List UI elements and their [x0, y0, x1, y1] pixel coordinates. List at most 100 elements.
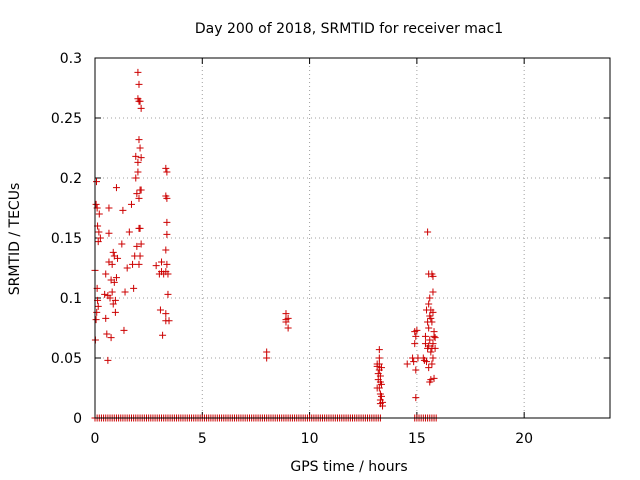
data-points — [91, 68, 439, 410]
x-tick-label: 15 — [408, 431, 426, 447]
data-point — [425, 300, 433, 308]
data-point — [375, 346, 383, 354]
data-point — [284, 314, 292, 322]
data-point — [429, 340, 437, 348]
data-point — [135, 260, 143, 268]
x-tick-label: 20 — [515, 431, 533, 447]
data-point — [125, 228, 133, 236]
data-point — [132, 174, 140, 182]
data-point — [282, 310, 290, 318]
data-point — [137, 186, 145, 194]
axes: 0 0.05 0.1 0.15 0.2 0.25 0.3 0 5 10 15 20 — [51, 51, 610, 447]
data-point — [92, 200, 100, 208]
data-point — [120, 326, 128, 334]
plot-area-frame — [94, 57, 611, 419]
data-point — [159, 331, 167, 339]
data-point — [412, 332, 420, 340]
data-point — [413, 326, 421, 334]
data-point — [109, 248, 117, 256]
data-point — [137, 104, 145, 112]
data-point — [136, 144, 144, 152]
y-tick-label: 0.1 — [60, 291, 82, 307]
data-point — [92, 316, 100, 324]
data-point — [135, 194, 143, 202]
data-point — [96, 234, 104, 242]
data-point — [429, 288, 437, 296]
data-point — [136, 97, 144, 105]
grid-lines — [95, 58, 610, 418]
data-point — [158, 258, 166, 266]
x-axis-label: GPS time / hours — [290, 459, 407, 475]
data-point — [282, 318, 290, 326]
data-point — [164, 290, 172, 298]
data-point — [425, 324, 433, 332]
data-point — [430, 332, 438, 340]
data-point — [136, 252, 144, 260]
data-point — [426, 294, 434, 302]
data-point — [134, 158, 142, 166]
data-point — [127, 200, 135, 208]
data-point — [104, 356, 112, 364]
y-tick-label: 0 — [73, 411, 82, 427]
data-point — [375, 360, 383, 368]
data-point — [137, 154, 145, 162]
data-point — [118, 240, 126, 248]
data-point — [431, 334, 439, 342]
data-point — [376, 372, 384, 380]
data-point — [130, 284, 138, 292]
data-point — [424, 228, 432, 236]
data-point — [105, 229, 113, 237]
x-tick-label: 0 — [91, 431, 100, 447]
data-point — [134, 168, 142, 176]
data-point — [429, 308, 437, 316]
data-point — [284, 324, 292, 332]
data-point — [133, 190, 141, 198]
data-point — [102, 270, 110, 278]
data-point — [163, 260, 171, 268]
data-point — [377, 364, 385, 372]
data-point — [377, 380, 385, 388]
data-point — [101, 290, 109, 298]
data-point — [105, 204, 113, 212]
data-point — [379, 398, 387, 406]
data-point — [156, 306, 164, 314]
data-point — [135, 136, 143, 144]
y-axis-label: SRMTID / TECUs — [7, 183, 23, 296]
data-point — [112, 184, 120, 192]
data-point — [152, 262, 160, 270]
data-point — [95, 210, 103, 218]
data-point — [134, 68, 142, 76]
data-point — [164, 270, 172, 278]
data-point — [423, 358, 431, 366]
data-point — [121, 288, 129, 296]
data-point — [133, 242, 141, 250]
data-point — [102, 314, 110, 322]
y-tick-label: 0.05 — [51, 351, 82, 367]
data-point — [428, 318, 436, 326]
data-point — [95, 228, 103, 236]
data-point — [403, 360, 411, 368]
data-point — [377, 392, 385, 400]
data-point — [111, 296, 119, 304]
data-point — [163, 168, 171, 176]
data-point — [427, 314, 435, 322]
data-point — [410, 358, 418, 366]
data-point — [412, 394, 420, 402]
data-point — [93, 178, 101, 186]
data-point — [421, 332, 429, 340]
data-point — [165, 317, 173, 325]
data-point — [263, 354, 271, 362]
data-point — [119, 206, 127, 214]
y-tick-label: 0.15 — [51, 231, 82, 247]
data-point — [429, 354, 437, 362]
data-point — [428, 360, 436, 368]
data-point — [375, 354, 383, 362]
data-point — [411, 340, 419, 348]
data-point — [263, 348, 271, 356]
y-tick-label: 0.3 — [60, 51, 82, 67]
data-point — [136, 224, 144, 232]
data-point — [431, 344, 439, 352]
data-point — [426, 336, 434, 344]
data-point — [103, 330, 111, 338]
